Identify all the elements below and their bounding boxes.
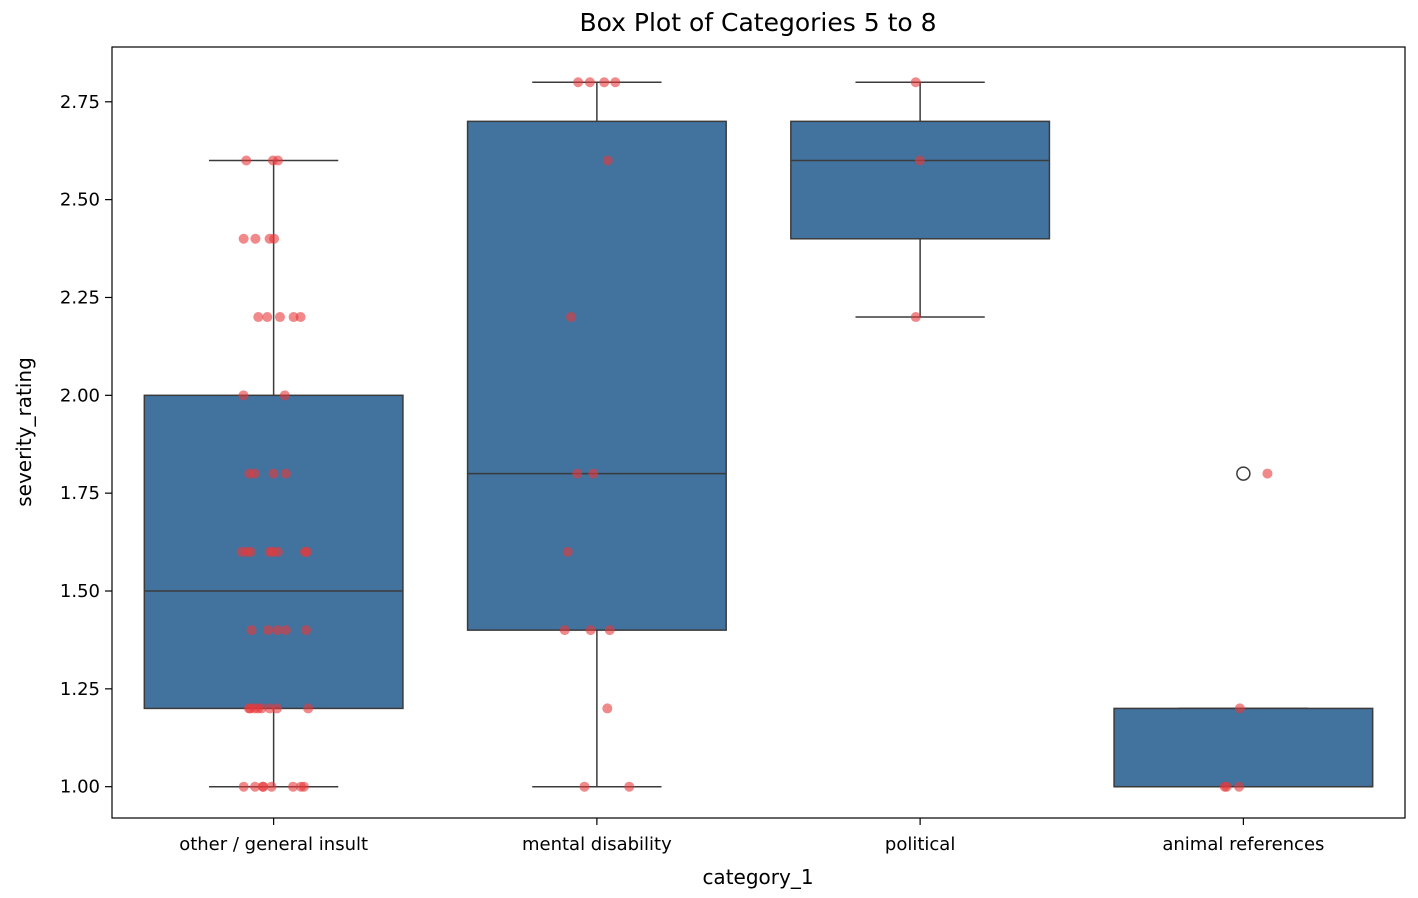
data-point (262, 312, 273, 323)
y-tick-label: 1.00 (60, 777, 100, 798)
box-group (466, 81, 727, 788)
x-tick-label: animal references (1162, 834, 1324, 855)
data-point (585, 625, 596, 636)
data-point (238, 781, 249, 792)
data-point (257, 781, 268, 792)
data-point (302, 546, 313, 557)
data-point (599, 77, 610, 88)
y-axis-label: severity_rating (12, 357, 36, 507)
box-iqr (466, 120, 727, 631)
box-iqr (1113, 707, 1374, 788)
chart-title: Box Plot of Categories 5 to 8 (579, 8, 936, 37)
data-point (604, 625, 615, 636)
data-point (602, 155, 613, 166)
y-axis: 1.00 1.25 1.50 1.75 2.00 2.25 2.50 2.75 (60, 92, 112, 798)
y-tick-label: 2.75 (60, 92, 100, 113)
data-point (562, 546, 573, 557)
data-point (295, 781, 306, 792)
data-point (279, 390, 290, 401)
plot-area (143, 77, 1374, 792)
data-point (243, 703, 254, 714)
x-axis: other / general insult mental disability p… (179, 818, 1324, 855)
data-point (1234, 781, 1245, 792)
y-tick-label: 1.25 (60, 679, 100, 700)
data-point (584, 77, 595, 88)
data-point (238, 233, 249, 244)
y-tick-label: 2.50 (60, 190, 100, 211)
data-point (238, 390, 249, 401)
data-point (241, 155, 252, 166)
data-point (288, 312, 299, 323)
data-point (579, 781, 590, 792)
data-point (624, 781, 635, 792)
outlier-point (1236, 466, 1251, 481)
data-point (295, 312, 306, 323)
x-axis-label: category_1 (702, 865, 813, 889)
box-group (1113, 466, 1374, 788)
data-point (241, 546, 252, 557)
data-point (572, 468, 583, 479)
data-point (256, 703, 267, 714)
data-point (602, 703, 613, 714)
data-point (910, 77, 921, 88)
data-point (1219, 781, 1230, 792)
data-point (246, 625, 257, 636)
data-point (288, 781, 299, 792)
data-point (250, 233, 261, 244)
data-point (264, 703, 275, 714)
data-point (280, 625, 291, 636)
data-point (610, 77, 621, 88)
data-point (303, 703, 314, 714)
data-point (269, 233, 280, 244)
y-tick-label: 2.25 (60, 287, 100, 308)
data-point (262, 625, 273, 636)
data-point (272, 155, 283, 166)
y-tick-label: 1.75 (60, 483, 100, 504)
box-iqr (790, 120, 1051, 240)
data-point (271, 703, 282, 714)
x-tick-label: political (885, 834, 955, 855)
data-point (266, 781, 277, 792)
data-point (280, 468, 291, 479)
data-point (910, 312, 921, 323)
data-point (301, 625, 312, 636)
data-point (559, 625, 570, 636)
data-point (1234, 703, 1245, 714)
data-point (274, 312, 285, 323)
data-point (914, 155, 925, 166)
plot-frame (111, 46, 1406, 819)
data-point (573, 77, 584, 88)
data-point (264, 546, 275, 557)
data-point (272, 625, 283, 636)
data-point (268, 468, 279, 479)
data-point (588, 468, 599, 479)
x-tick-label: other / general insult (179, 834, 368, 855)
data-point (250, 781, 261, 792)
data-point (565, 312, 576, 323)
y-tick-label: 1.50 (60, 581, 100, 602)
data-point (244, 468, 255, 479)
data-point (253, 312, 264, 323)
x-tick-label: mental disability (522, 834, 672, 855)
box-group (790, 81, 1051, 318)
data-point (1262, 468, 1273, 479)
y-tick-label: 2.00 (60, 385, 100, 406)
